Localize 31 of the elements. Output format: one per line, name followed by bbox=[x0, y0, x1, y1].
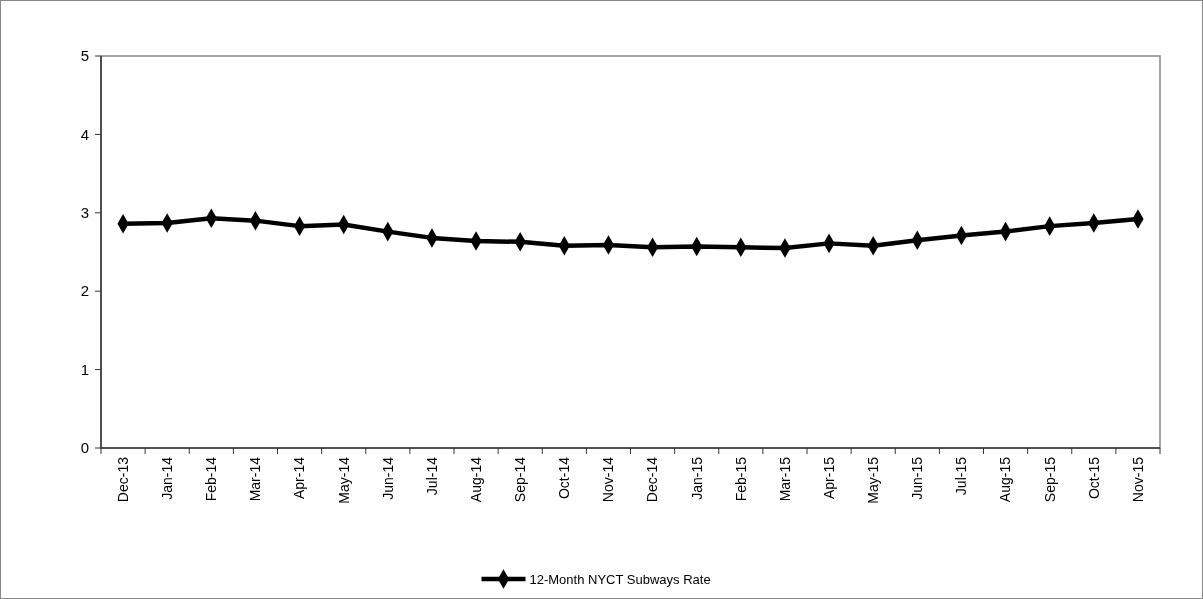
y-tick-label: 2 bbox=[80, 282, 89, 300]
x-tick-label: Feb-15 bbox=[732, 456, 749, 502]
x-tick-label: Oct-14 bbox=[556, 456, 573, 500]
x-tick-label: Jan-15 bbox=[688, 456, 705, 500]
x-tick-label: Aug-15 bbox=[997, 456, 1014, 503]
x-tick-label: Jun-15 bbox=[909, 456, 926, 500]
x-tick-label: Dec-14 bbox=[644, 456, 661, 503]
y-tick-label: 3 bbox=[80, 204, 89, 222]
x-tick-label: Sep-15 bbox=[1041, 456, 1058, 503]
y-tick-label: 5 bbox=[80, 47, 89, 65]
x-tick-label: Jan-14 bbox=[159, 456, 176, 500]
x-tick-label: Feb-14 bbox=[203, 456, 220, 502]
y-tick-label: 4 bbox=[80, 125, 89, 143]
x-tick-label: Oct-15 bbox=[1085, 456, 1102, 500]
x-tick-label: Dec-13 bbox=[114, 456, 131, 503]
x-tick-label: May-14 bbox=[335, 456, 352, 504]
x-tick-label: Nov-14 bbox=[600, 456, 617, 503]
x-tick-label: Jul-15 bbox=[953, 456, 970, 496]
x-tick-label: May-15 bbox=[865, 456, 882, 504]
x-tick-label: Sep-14 bbox=[512, 456, 529, 503]
y-tick-label: 1 bbox=[80, 360, 89, 378]
x-tick-label: Aug-14 bbox=[467, 456, 484, 503]
x-tick-label: Jun-14 bbox=[379, 456, 396, 500]
y-tick-label: 0 bbox=[80, 439, 89, 457]
x-tick-label: Nov-15 bbox=[1129, 456, 1146, 503]
x-tick-label: Mar-15 bbox=[776, 456, 793, 502]
legend-label: 12-Month NYCT Subways Rate bbox=[529, 571, 711, 587]
x-tick-label: Mar-14 bbox=[247, 456, 264, 502]
x-tick-label: Jul-14 bbox=[423, 456, 440, 496]
x-tick-label: Apr-14 bbox=[291, 456, 308, 500]
x-tick-label: Apr-15 bbox=[820, 456, 837, 500]
